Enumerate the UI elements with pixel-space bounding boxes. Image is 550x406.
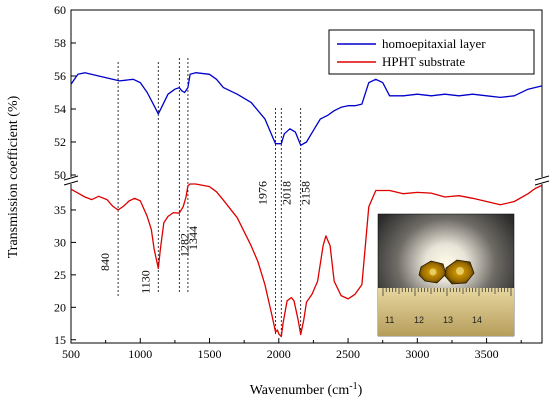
ruler-number: 13 <box>443 315 453 325</box>
y-tick-label-upper: 54 <box>54 102 66 116</box>
annotation-label: 1344 <box>186 226 200 250</box>
axis-break-right <box>534 175 550 186</box>
y-tick-label-upper: 50 <box>54 168 66 182</box>
inset-photo: 11 12 13 14 <box>377 213 515 337</box>
x-tick-label: 3500 <box>475 347 499 361</box>
annotation-label: 1130 <box>138 270 152 294</box>
y-tick-label-lower: 35 <box>54 203 66 217</box>
ruler-number: 11 <box>385 315 394 325</box>
x-tick-label: 2500 <box>336 347 360 361</box>
x-tick-label: 1000 <box>128 347 152 361</box>
y-tick-label-upper: 52 <box>54 135 66 149</box>
annotation-label: 840 <box>98 253 112 271</box>
series-layer <box>70 72 543 338</box>
y-tick-label-lower: 20 <box>54 300 66 314</box>
ruler-ticks: 11 12 13 14 <box>382 288 512 325</box>
x-tick-label: 3000 <box>405 347 429 361</box>
series-line <box>70 72 543 146</box>
legend-label-hpht: HPHT substrate <box>382 54 465 69</box>
y-tick-label-upper: 60 <box>54 3 66 17</box>
y-tick-label-lower: 30 <box>54 235 66 249</box>
ruler-number: 12 <box>414 315 424 325</box>
y-tick-label-upper: 58 <box>54 36 66 50</box>
x-tick-label: 1500 <box>198 347 222 361</box>
x-axis-title: Wavenumber (cm-1) <box>250 381 363 398</box>
legend: homoepitaxial layer HPHT substrate <box>328 29 535 75</box>
axis-break-left <box>63 175 79 186</box>
annotation-label: 2158 <box>299 181 313 205</box>
y-axis-title: Transmission coefficient (%) <box>6 95 21 258</box>
x-tick-label: 2000 <box>267 347 291 361</box>
y-tick-label-lower: 25 <box>54 268 66 282</box>
ruler-number: 14 <box>472 315 482 325</box>
plot-frame <box>70 9 543 344</box>
annotation-label: 1976 <box>255 181 269 205</box>
diamond-crystals <box>418 259 475 285</box>
legend-label-homoepitaxial: homoepitaxial layer <box>382 36 486 51</box>
y-tick-label-lower: 15 <box>54 333 66 347</box>
legend-box <box>328 29 535 75</box>
annotation-label: 2018 <box>279 181 293 205</box>
series-line <box>70 183 543 338</box>
x-tick-label: 500 <box>62 347 80 361</box>
axis-ticks: 500 1000 1500 2000 2500 3000 3500 50 52 54 56 58 60 1… <box>54 3 522 361</box>
y-tick-label-upper: 56 <box>54 69 66 83</box>
